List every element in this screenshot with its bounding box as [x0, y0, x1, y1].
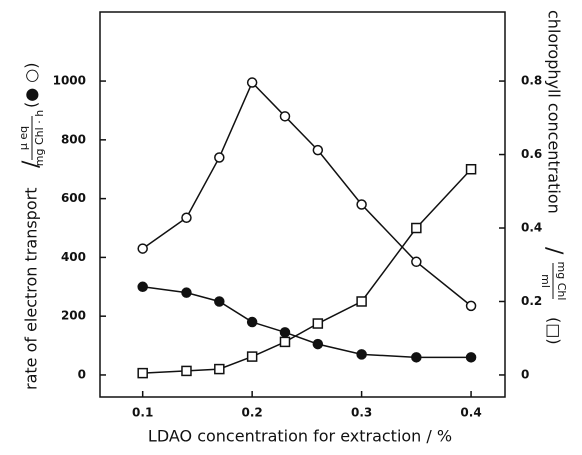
y-tick-label: 400 [61, 250, 86, 264]
marker [137, 243, 148, 254]
marker [181, 287, 192, 298]
marker [214, 363, 225, 375]
x-tick-label: 0.2 [242, 406, 263, 420]
y-tick-label: 600 [61, 191, 86, 205]
plot-frame [99, 11, 506, 398]
series-line [142, 286, 472, 359]
series-line [142, 168, 472, 374]
y2-tick-label: 0.2 [521, 294, 542, 308]
marker [411, 256, 422, 268]
marker [279, 327, 291, 338]
marker [312, 318, 324, 329]
marker [312, 144, 324, 156]
x-axis-label: LDAO concentration for extraction / % [148, 427, 452, 446]
y2-axis-label: chlorophyll concentration [545, 10, 564, 214]
marker [246, 77, 258, 88]
marker [411, 222, 422, 234]
y2-tick-label: 0.8 [521, 74, 542, 88]
x-tick-label: 0.1 [132, 406, 153, 420]
marker [279, 111, 291, 122]
marker [356, 199, 367, 210]
y-axis-title: rate of electron transport / μ eq mg Chl… [17, 63, 46, 391]
y2-unit-denominator: ml [539, 274, 552, 288]
marker [356, 349, 367, 360]
marker [214, 296, 225, 307]
y2-unit-numerator: mg Chl [555, 262, 568, 301]
marker [246, 316, 258, 328]
y2-markers: (□) [545, 317, 564, 345]
marker [411, 352, 422, 363]
y-markers: (● ○) [22, 63, 41, 109]
marker [137, 367, 148, 379]
y2-tick-label: 0.6 [521, 147, 542, 161]
marker [181, 365, 192, 377]
x-tick-label: 0.4 [460, 406, 481, 420]
y2-tick-label: 0.4 [521, 221, 542, 235]
y-tick-label: 800 [61, 132, 86, 146]
marker [465, 300, 477, 312]
slash: / [19, 160, 44, 168]
marker [465, 163, 477, 175]
y-tick-label: 200 [61, 309, 86, 323]
y-tick-label: 1000 [53, 74, 86, 88]
marker [137, 281, 148, 293]
marker [312, 338, 324, 350]
marker [246, 351, 258, 362]
series-line [142, 81, 472, 307]
marker [356, 296, 367, 307]
y-unit-numerator: μ eq [17, 126, 30, 150]
y2-tick-label: 0 [521, 367, 529, 381]
y-axis-label: rate of electron transport [22, 188, 41, 390]
marker [214, 152, 225, 163]
slash: / [541, 247, 566, 255]
y-tick-label: 0 [78, 367, 86, 381]
x-tick-label: 0.3 [351, 406, 372, 420]
marker [465, 352, 477, 363]
y2-axis-title: chlorophyll concentration / mg Chl ml (□… [539, 10, 568, 345]
y-unit-denominator: mg Chl · h [33, 110, 46, 166]
marker [181, 212, 192, 223]
marker [279, 336, 291, 348]
